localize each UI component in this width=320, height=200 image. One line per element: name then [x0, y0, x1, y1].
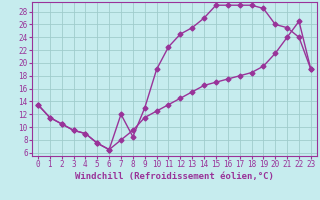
- X-axis label: Windchill (Refroidissement éolien,°C): Windchill (Refroidissement éolien,°C): [75, 172, 274, 181]
